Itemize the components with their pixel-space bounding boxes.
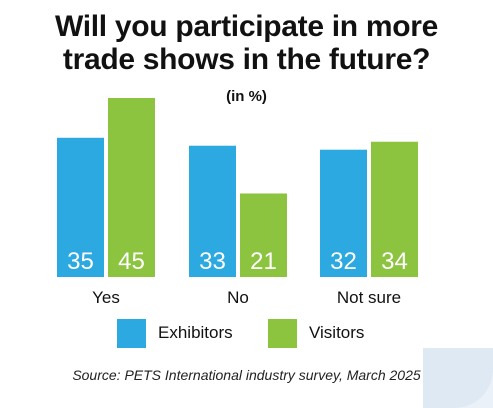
corner-shade	[423, 348, 493, 408]
data-label-visitors-yes: 45	[118, 248, 145, 275]
legend-label-exhibitors: Exhibitors	[158, 323, 233, 342]
data-label-visitors-no: 21	[250, 248, 277, 275]
bar-visitors-yes	[108, 98, 155, 277]
legend-label-visitors: Visitors	[309, 323, 365, 342]
data-label-visitors-not-sure: 34	[381, 248, 408, 275]
data-label-exhibitors-yes: 35	[67, 248, 94, 275]
bar-visitors-not-sure	[371, 141, 418, 277]
bar-exhibitors-yes	[57, 137, 104, 277]
chart-subtitle: (in %)	[226, 88, 267, 105]
legend-item-visitors: Visitors	[268, 318, 364, 348]
chart-title-line-2: trade shows in the future?	[62, 43, 431, 76]
chart-title-line-1: Will you participate in more	[54, 10, 439, 43]
bar-visitors-no	[240, 193, 287, 277]
bar-exhibitors-not-sure	[320, 149, 367, 277]
category-label-not-sure: Not sure	[337, 288, 401, 307]
chart-title: Will you participate in more trade shows…	[0, 10, 493, 76]
data-label-exhibitors-not-sure: 32	[330, 248, 357, 275]
legend-swatch-exhibitors	[117, 318, 146, 348]
bar-exhibitors-no	[189, 145, 236, 277]
category-label-no: No	[227, 288, 249, 307]
data-label-exhibitors-no: 33	[199, 248, 226, 275]
chart-legend: Exhibitors Visitors	[0, 318, 493, 348]
legend-item-exhibitors: Exhibitors	[117, 318, 233, 348]
source-note: Source: PETS International industry surv…	[72, 367, 421, 383]
category-label-yes: Yes	[92, 288, 120, 307]
legend-swatch-visitors	[268, 318, 297, 348]
